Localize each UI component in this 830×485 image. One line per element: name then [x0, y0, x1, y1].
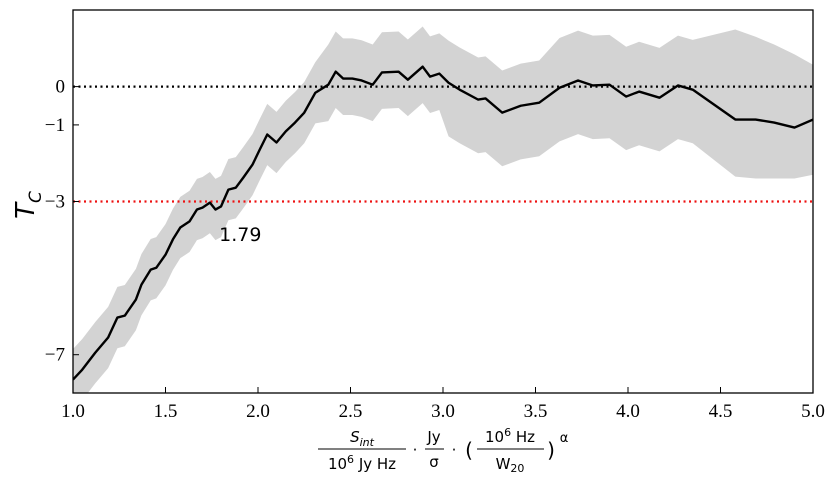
x-label-part: W20 — [496, 455, 525, 475]
y-tick-label: −7 — [45, 345, 65, 366]
x-label-part: α — [560, 431, 569, 446]
y-tick-label: 0 — [56, 77, 66, 98]
x-tick-label: 3.5 — [524, 401, 548, 422]
x-label-part: Sint — [350, 428, 375, 449]
x-tick-label: 2.5 — [339, 401, 363, 422]
x-label-part: 10 — [328, 455, 347, 473]
x-label-part: Jy Hz — [354, 455, 396, 473]
x-label-part: Hz — [511, 428, 535, 446]
x-axis-label: Sint 106 Jy Hz · Jy σ · ( 106 Hz W20 ) α — [318, 426, 568, 475]
y-tick-label: −1 — [45, 115, 65, 136]
x-label-part: 106 Jy Hz — [328, 453, 396, 473]
x-label-part: S — [350, 428, 360, 446]
plot-area — [73, 26, 813, 393]
x-tick-label: 1.0 — [61, 401, 85, 422]
x-label-part: · — [452, 441, 457, 459]
y-label-sub: C — [26, 191, 46, 203]
x-label-part: 10 — [485, 428, 504, 446]
x-label-part: 106 Hz — [485, 426, 535, 446]
x-tick-label: 2.0 — [246, 401, 270, 422]
annotation: 1.79 — [219, 224, 261, 246]
x-label-part: ) — [547, 438, 555, 462]
x-label-part: 20 — [510, 462, 524, 475]
uncertainty-band — [73, 26, 813, 393]
x-tick-label: 4.5 — [709, 401, 733, 422]
x-label-part: W — [496, 455, 511, 473]
x-label-part: int — [360, 436, 375, 449]
x-label-part: · — [413, 441, 418, 459]
x-label-part: 6 — [504, 426, 511, 439]
x-label-part: σ — [429, 453, 439, 471]
y-tick-label: −3 — [45, 192, 65, 213]
y-axis-label: TC — [11, 191, 46, 219]
x-tick-label: 5.0 — [801, 401, 825, 422]
x-tick-label: 1.5 — [154, 401, 178, 422]
y-label-main: T — [11, 201, 41, 219]
data-line — [73, 65, 813, 381]
x-tick-label: 3.0 — [431, 401, 455, 422]
x-label-part: Jy — [426, 428, 440, 446]
x-label-part: ( — [465, 438, 473, 462]
x-label-part: 6 — [347, 453, 354, 466]
x-tick-label: 4.0 — [616, 401, 640, 422]
